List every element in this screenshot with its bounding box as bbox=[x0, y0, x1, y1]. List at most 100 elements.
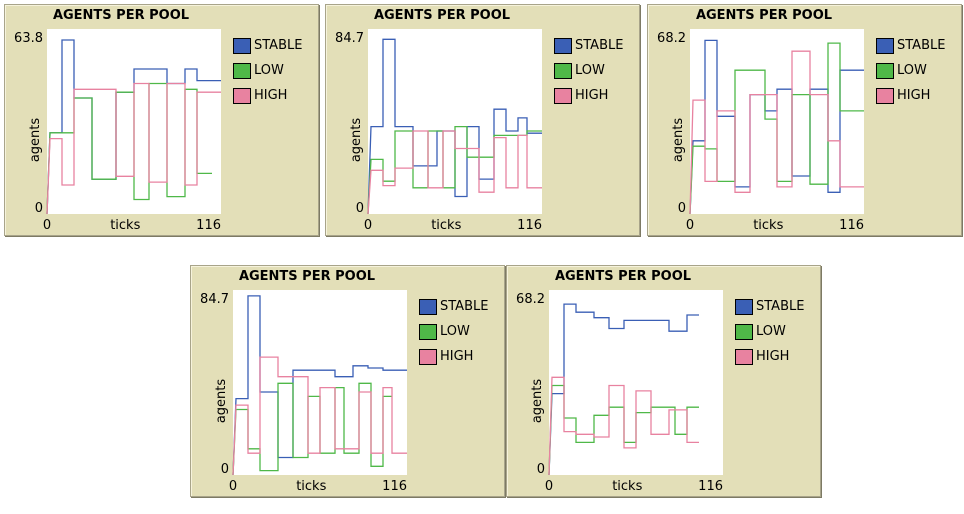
chart-panel-1: AGENTS PER POOL 63.8 0 agents 0 116 ticks STABL… bbox=[4, 4, 319, 236]
series-line-high bbox=[232, 356, 407, 476]
y-axis-label: agents bbox=[214, 379, 229, 424]
legend-item-high: HIGH bbox=[419, 344, 488, 369]
y-tick-max: 63.8 bbox=[14, 31, 43, 46]
legend-swatch bbox=[876, 37, 894, 54]
legend: STABLE LOW HIGH bbox=[735, 294, 804, 369]
x-axis-label: ticks bbox=[296, 479, 326, 494]
legend-swatch bbox=[419, 348, 437, 365]
legend-swatch bbox=[233, 37, 251, 54]
series-line-high bbox=[367, 130, 542, 215]
legend-item-stable: STABLE bbox=[233, 33, 302, 58]
legend-item-stable: STABLE bbox=[419, 294, 488, 319]
legend-swatch bbox=[876, 87, 894, 104]
chart-title: AGENTS PER POOL bbox=[695, 8, 833, 23]
legend-item-low: LOW bbox=[554, 58, 623, 83]
chart-title: AGENTS PER POOL bbox=[52, 8, 190, 23]
legend: STABLE LOW HIGH bbox=[233, 33, 302, 108]
legend-item-high: HIGH bbox=[876, 83, 945, 108]
legend-label: STABLE bbox=[897, 38, 946, 53]
legend-swatch bbox=[735, 323, 753, 340]
legend-item-low: LOW bbox=[233, 58, 302, 83]
legend-item-stable: STABLE bbox=[735, 294, 804, 319]
y-axis-label: agents bbox=[530, 379, 545, 424]
legend-label: HIGH bbox=[440, 349, 474, 364]
legend-swatch bbox=[554, 87, 572, 104]
chart-panel-2: AGENTS PER POOL 84.7 0 agents 0 116 ticks STABL… bbox=[325, 4, 640, 236]
legend: STABLE LOW HIGH bbox=[419, 294, 488, 369]
series-line-stable bbox=[548, 303, 699, 476]
legend-label: LOW bbox=[756, 324, 786, 339]
y-tick-min: 0 bbox=[678, 201, 686, 216]
plot-area: 84.7 0 agents 0 116 ticks bbox=[335, 29, 542, 233]
x-tick-max: 116 bbox=[698, 479, 723, 494]
chart-panel-3: AGENTS PER POOL 68.2 0 agents 0 116 ticks STABL… bbox=[647, 4, 962, 236]
legend-item-low: LOW bbox=[876, 58, 945, 83]
legend-label: HIGH bbox=[254, 88, 288, 103]
chart-panel-5: AGENTS PER POOL 68.2 0 agents 0 116 ticks STABL… bbox=[506, 265, 821, 497]
x-axis-label: ticks bbox=[612, 479, 642, 494]
chart-panel-4: AGENTS PER POOL 84.7 0 agents 0 116 ticks STABL… bbox=[190, 265, 505, 497]
y-tick-min: 0 bbox=[356, 201, 364, 216]
legend-swatch bbox=[554, 62, 572, 79]
x-tick-max: 116 bbox=[517, 218, 542, 233]
plot-area: 68.2 0 agents 0 116 ticks bbox=[516, 290, 723, 494]
plot-area: 84.7 0 agents 0 116 ticks bbox=[200, 290, 407, 494]
chart-title: AGENTS PER POOL bbox=[238, 269, 376, 284]
legend-swatch bbox=[735, 348, 753, 365]
series-line-stable bbox=[232, 295, 407, 476]
series-line-stable bbox=[367, 38, 542, 215]
series-line-high bbox=[46, 82, 221, 215]
y-tick-max: 68.2 bbox=[657, 31, 686, 46]
y-axis-label: agents bbox=[671, 118, 686, 163]
x-tick-min: 0 bbox=[686, 218, 694, 233]
x-tick-min: 0 bbox=[229, 479, 237, 494]
x-tick-min: 0 bbox=[364, 218, 372, 233]
y-tick-max: 84.7 bbox=[200, 292, 229, 307]
legend-swatch bbox=[233, 62, 251, 79]
legend-label: HIGH bbox=[575, 88, 609, 103]
legend-label: STABLE bbox=[756, 299, 805, 314]
legend-label: STABLE bbox=[440, 299, 489, 314]
legend-item-stable: STABLE bbox=[554, 33, 623, 58]
y-tick-min: 0 bbox=[35, 201, 43, 216]
x-tick-max: 116 bbox=[839, 218, 864, 233]
legend-swatch bbox=[233, 87, 251, 104]
legend-label: HIGH bbox=[756, 349, 790, 364]
legend-item-low: LOW bbox=[419, 319, 488, 344]
legend-label: LOW bbox=[440, 324, 470, 339]
plot-area: 63.8 0 agents 0 116 ticks bbox=[14, 29, 221, 233]
legend-swatch bbox=[554, 37, 572, 54]
legend: STABLE LOW HIGH bbox=[554, 33, 623, 108]
legend-swatch bbox=[419, 323, 437, 340]
legend-item-high: HIGH bbox=[554, 83, 623, 108]
y-tick-min: 0 bbox=[537, 462, 545, 477]
chart-title: AGENTS PER POOL bbox=[554, 269, 692, 284]
legend-item-stable: STABLE bbox=[876, 33, 945, 58]
legend-swatch bbox=[419, 298, 437, 315]
legend-label: STABLE bbox=[254, 38, 303, 53]
series-line-high bbox=[548, 376, 699, 476]
legend-item-low: LOW bbox=[735, 319, 804, 344]
legend-item-high: HIGH bbox=[233, 83, 302, 108]
x-tick-min: 0 bbox=[43, 218, 51, 233]
legend-item-high: HIGH bbox=[735, 344, 804, 369]
x-tick-max: 116 bbox=[196, 218, 221, 233]
series-line-high bbox=[689, 50, 864, 215]
legend: STABLE LOW HIGH bbox=[876, 33, 945, 108]
legend-label: LOW bbox=[897, 63, 927, 78]
legend-swatch bbox=[735, 298, 753, 315]
legend-label: STABLE bbox=[575, 38, 624, 53]
legend-swatch bbox=[876, 62, 894, 79]
legend-label: HIGH bbox=[897, 88, 931, 103]
x-axis-label: ticks bbox=[431, 218, 461, 233]
x-tick-max: 116 bbox=[382, 479, 407, 494]
x-axis-label: ticks bbox=[753, 218, 783, 233]
x-tick-min: 0 bbox=[545, 479, 553, 494]
y-tick-max: 84.7 bbox=[335, 31, 364, 46]
x-axis-label: ticks bbox=[110, 218, 140, 233]
plot-area: 68.2 0 agents 0 116 ticks bbox=[657, 29, 864, 233]
y-tick-max: 68.2 bbox=[516, 292, 545, 307]
y-tick-min: 0 bbox=[221, 462, 229, 477]
legend-label: LOW bbox=[575, 63, 605, 78]
chart-title: AGENTS PER POOL bbox=[373, 8, 511, 23]
